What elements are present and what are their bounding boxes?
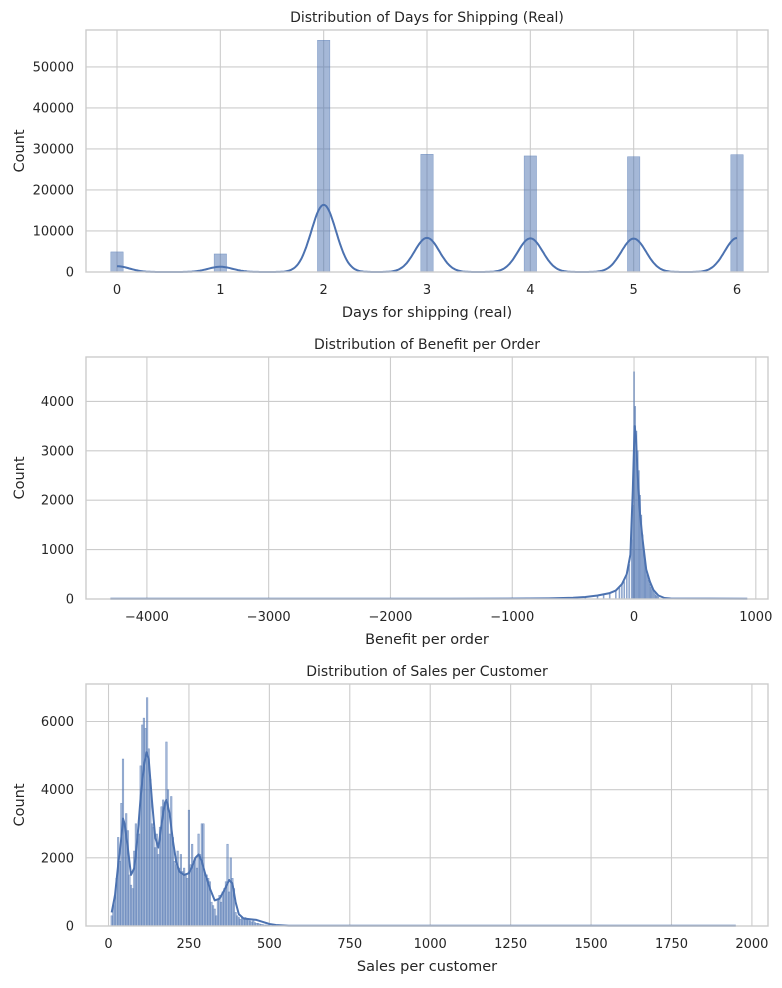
x-axis-label: Benefit per order bbox=[365, 632, 489, 648]
y-tick-label: 0 bbox=[66, 593, 74, 608]
y-tick-label: 2000 bbox=[41, 494, 74, 509]
x-tick-label: 5 bbox=[630, 283, 638, 298]
histogram-bar bbox=[623, 581, 626, 600]
histogram-bar bbox=[647, 579, 650, 600]
x-tick-label: 1000 bbox=[414, 937, 447, 952]
x-axis-label: Days for shipping (real) bbox=[342, 305, 512, 321]
y-tick-label: 3000 bbox=[41, 444, 74, 459]
x-tick-label: 500 bbox=[257, 937, 282, 952]
y-tick-label: 40000 bbox=[33, 101, 74, 116]
histogram-bar bbox=[650, 586, 652, 600]
plot-frame bbox=[85, 356, 769, 600]
histogram-bar bbox=[618, 587, 621, 600]
chart-title: Distribution of Days for Shipping (Real) bbox=[290, 10, 564, 26]
grid-lines bbox=[86, 357, 768, 600]
x-tick-label: 6 bbox=[733, 283, 741, 298]
x-tick-label: 1 bbox=[216, 283, 224, 298]
x-tick-label: 3 bbox=[423, 283, 431, 298]
x-tick-label: 2000 bbox=[735, 937, 768, 952]
histogram-bar bbox=[730, 154, 744, 273]
histogram-bars bbox=[113, 371, 745, 600]
histogram-bar bbox=[646, 575, 649, 600]
chart-title: Distribution of Sales per Customer bbox=[306, 664, 548, 680]
kde-curve bbox=[110, 425, 748, 600]
x-tick-label: 750 bbox=[337, 937, 362, 952]
histogram-bar bbox=[621, 584, 623, 600]
x-tick-label: 1250 bbox=[494, 937, 527, 952]
histogram-bar bbox=[649, 583, 651, 600]
histogram-bar bbox=[213, 253, 227, 273]
y-tick-label: 20000 bbox=[33, 183, 74, 198]
y-tick-label: 30000 bbox=[33, 142, 74, 157]
plot-frame bbox=[85, 29, 769, 273]
x-axis-label: Sales per customer bbox=[357, 959, 497, 975]
x-tick-label: 1000 bbox=[739, 610, 772, 625]
tick-labels: 0 1 2 3 4 5 6 0 10000 20000 30000 40000 50000 bbox=[33, 60, 742, 298]
x-tick-label: −3000 bbox=[247, 610, 291, 625]
tick-labels: 0 250 500 750 1000 1250 1500 1750 2000 0 2000 4000 6… bbox=[41, 715, 769, 952]
y-tick-label: 0 bbox=[66, 920, 74, 935]
chart-title: Distribution of Benefit per Order bbox=[314, 337, 540, 353]
y-tick-label: 4000 bbox=[41, 395, 74, 410]
y-tick-label: 6000 bbox=[41, 715, 74, 730]
y-tick-label: 1000 bbox=[41, 543, 74, 558]
x-tick-label: 4 bbox=[526, 283, 534, 298]
histogram-bars bbox=[110, 40, 744, 273]
y-axis-label: Count bbox=[12, 129, 28, 172]
x-tick-label: 2 bbox=[320, 283, 328, 298]
x-tick-label: 0 bbox=[630, 610, 638, 625]
histogram-bar bbox=[625, 575, 628, 600]
histogram-bar bbox=[420, 154, 434, 273]
x-tick-label: 0 bbox=[104, 937, 112, 952]
y-tick-label: 10000 bbox=[33, 224, 74, 239]
x-tick-label: 1750 bbox=[655, 937, 688, 952]
kde-curve bbox=[117, 203, 738, 273]
histogram-bar bbox=[651, 589, 654, 600]
histogram-bar bbox=[652, 591, 655, 600]
kde-curve bbox=[110, 751, 736, 927]
chart-benefit-per-order: Distribution of Benefit per Order Benefi… bbox=[12, 337, 772, 648]
y-tick-label: 4000 bbox=[41, 783, 74, 798]
x-tick-label: 1500 bbox=[575, 937, 608, 952]
histogram-bars bbox=[110, 697, 734, 927]
y-tick-label: 50000 bbox=[33, 60, 74, 75]
chart-sales-per-customer: Distribution of Sales per Customer Sales… bbox=[12, 664, 769, 975]
tick-labels: −4000 −3000 −2000 −1000 0 1000 0 1000 2000 3000 40… bbox=[41, 395, 772, 625]
histogram-bar bbox=[654, 593, 656, 600]
x-tick-label: −1000 bbox=[490, 610, 534, 625]
x-tick-label: −4000 bbox=[125, 610, 169, 625]
y-tick-label: 0 bbox=[66, 266, 74, 281]
histogram-bar bbox=[628, 564, 630, 600]
histogram-bar bbox=[110, 251, 124, 273]
histogram-bar bbox=[627, 156, 641, 273]
histogram-bar bbox=[317, 40, 331, 273]
y-tick-label: 2000 bbox=[41, 851, 74, 866]
y-axis-label: Count bbox=[12, 456, 28, 499]
y-axis-label: Count bbox=[12, 783, 28, 826]
histogram-bar bbox=[523, 155, 537, 273]
chart-days-for-shipping: Distribution of Days for Shipping (Real)… bbox=[12, 10, 769, 321]
x-tick-label: −2000 bbox=[368, 610, 412, 625]
plot-frame bbox=[85, 683, 769, 927]
x-tick-label: 0 bbox=[113, 283, 121, 298]
x-tick-label: 250 bbox=[177, 937, 202, 952]
